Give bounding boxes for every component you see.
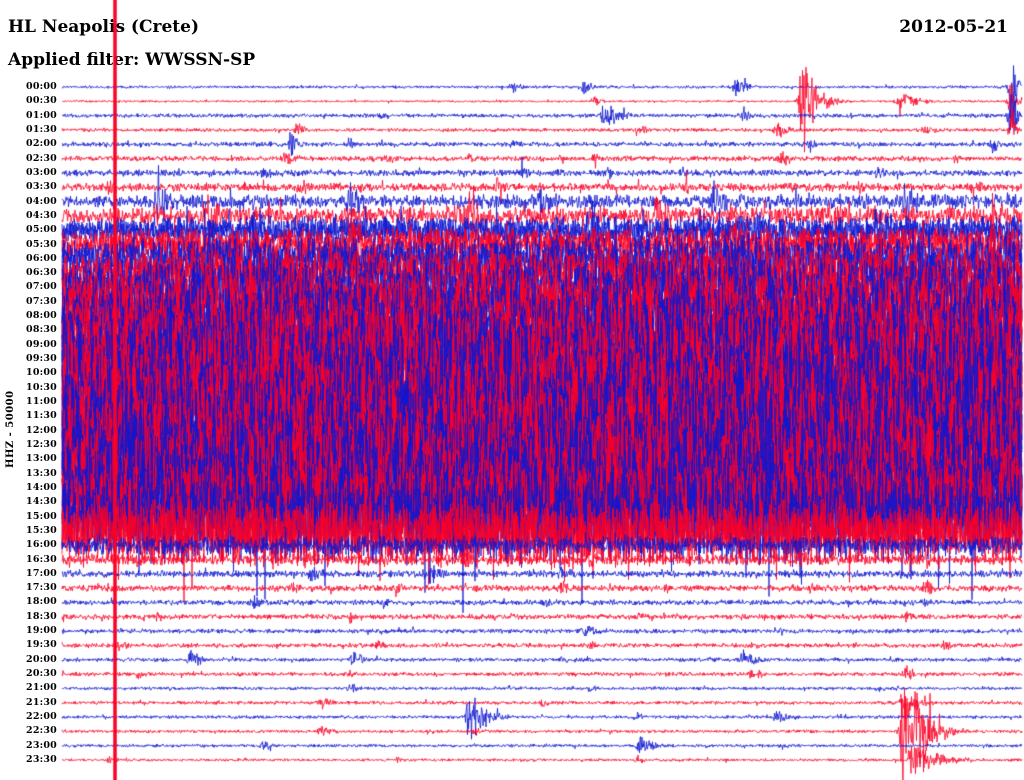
time-label: 00:00	[26, 81, 57, 92]
time-label: 19:30	[26, 639, 57, 651]
time-label: 07:00	[26, 281, 57, 293]
time-label: 11:30	[26, 410, 57, 422]
time-label: 00:30	[26, 95, 57, 107]
time-label: 03:30	[26, 181, 57, 193]
time-label: 23:30	[26, 753, 57, 765]
time-label: 03:00	[26, 166, 57, 178]
time-label: 14:30	[26, 496, 57, 508]
time-label: 06:00	[26, 252, 57, 264]
time-label: 18:30	[26, 610, 57, 622]
time-label: 15:00	[26, 510, 57, 522]
time-label: 02:00	[26, 138, 57, 150]
time-label: 17:00	[26, 567, 57, 579]
time-label: 16:30	[26, 553, 57, 565]
time-label: 08:30	[26, 324, 57, 336]
time-label: 21:00	[26, 682, 57, 694]
time-label: 05:30	[26, 238, 57, 250]
time-label: 20:00	[26, 653, 57, 665]
time-label: 05:00	[26, 224, 57, 236]
time-label: 20:30	[26, 668, 57, 680]
time-label: 22:00	[26, 711, 57, 723]
time-label: 11:00	[26, 396, 57, 408]
time-label: 18:00	[26, 596, 57, 608]
time-label: 09:30	[26, 353, 57, 365]
time-label: 17:30	[26, 582, 57, 594]
time-label: 08:00	[26, 310, 57, 322]
time-label: 01:30	[26, 123, 57, 135]
time-label: 06:30	[26, 267, 57, 279]
time-label: 04:00	[26, 195, 57, 207]
time-label: 22:30	[26, 725, 57, 737]
time-label: 12:30	[26, 438, 57, 450]
time-label: 23:00	[26, 739, 57, 751]
time-label: 07:30	[26, 295, 57, 307]
time-label: 13:30	[26, 467, 57, 479]
time-label: 02:30	[26, 152, 57, 164]
time-label: 16:00	[26, 539, 57, 551]
time-label: 01:00	[26, 109, 57, 121]
time-label: 10:00	[26, 367, 57, 379]
time-label: 13:00	[26, 453, 57, 465]
time-label: 09:00	[26, 338, 57, 350]
time-label: 10:30	[26, 381, 57, 393]
time-label: 12:00	[26, 424, 57, 436]
time-label: 19:00	[26, 625, 57, 637]
time-label: 04:30	[26, 209, 57, 221]
time-label: 21:30	[26, 696, 57, 708]
time-label: 14:00	[26, 481, 57, 493]
time-label: 15:30	[26, 524, 57, 536]
